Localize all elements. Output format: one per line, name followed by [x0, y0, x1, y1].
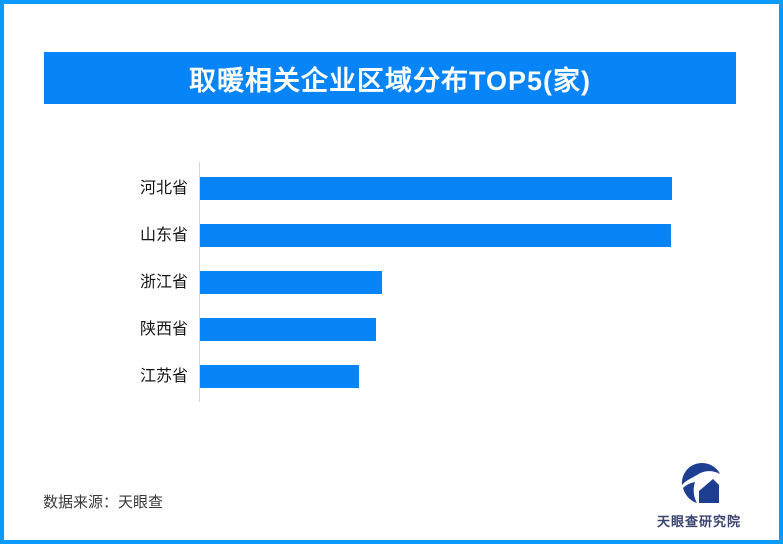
brand-name: 天眼查研究院 [656, 514, 741, 529]
category-label: 河北省 [139, 179, 188, 197]
data-source-text: 数据来源：天眼查 [43, 494, 164, 511]
bar [200, 317, 376, 341]
chart-title: 取暖相关企业区域分布TOP5(家) [188, 65, 591, 96]
category-label: 浙江省 [139, 273, 188, 291]
bar [200, 176, 672, 200]
chart-row: 浙江省 [4, 270, 779, 294]
chart-row: 江苏省 [4, 365, 779, 389]
chart-title-banner: 取暖相关企业区域分布TOP5(家) [44, 52, 736, 104]
category-label: 江苏省 [139, 368, 188, 386]
chart-row: 陕西省 [4, 317, 779, 341]
bar [200, 223, 671, 247]
y-axis-line [199, 162, 200, 402]
category-label: 陕西省 [139, 320, 188, 338]
chart-row: 河北省 [4, 176, 779, 200]
brand-block: 天眼查研究院 [653, 460, 745, 530]
bar [200, 365, 359, 389]
bar [200, 270, 382, 294]
tianyancha-logo-icon [681, 463, 720, 503]
chart-row: 山东省 [4, 223, 779, 247]
category-label: 山东省 [139, 226, 188, 244]
